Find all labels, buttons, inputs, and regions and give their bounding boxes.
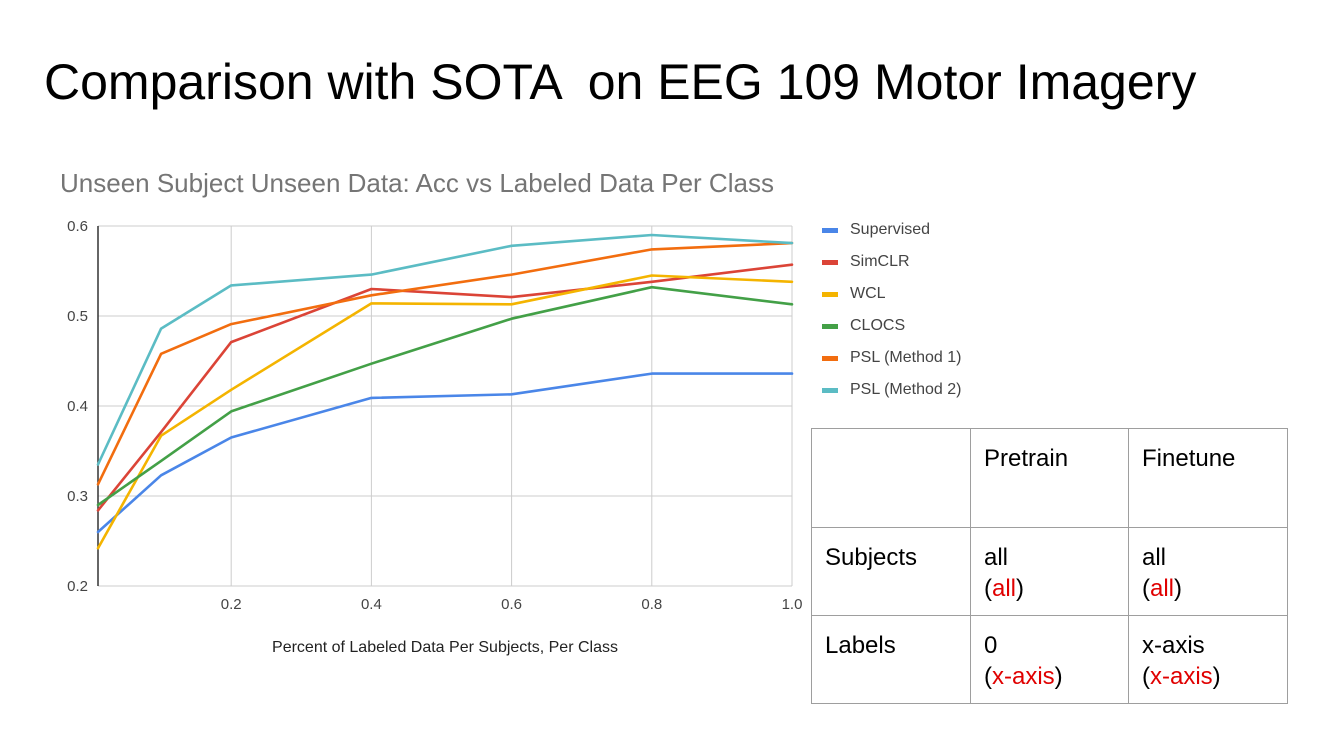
x-tick-label: 0.2 — [221, 596, 242, 613]
series-line-wcl — [96, 274, 794, 550]
legend-item-supervised[interactable]: Supervised — [822, 214, 961, 246]
legend-swatch-clocs — [822, 323, 838, 329]
settings-table: Pretrain Finetune Subjects all (all) all(… — [811, 428, 1288, 704]
legend-label-clocs: CLOCS — [850, 317, 906, 334]
table-header-row: Pretrain Finetune — [811, 428, 1288, 528]
legend-swatch-psl-method-1 — [822, 355, 838, 361]
legend-swatch-psl-method-2 — [822, 387, 838, 393]
table-cell: all (all) — [970, 527, 1129, 616]
series-line-psl-method-1 — [96, 241, 794, 486]
legend-label-wcl: WCL — [850, 285, 886, 302]
cell-note: all — [992, 575, 1017, 603]
slide-title: Comparison with SOTA on EEG 109 Motor Im… — [44, 54, 1197, 110]
series-line-clocs — [96, 285, 794, 507]
table-row-label: Labels — [811, 615, 971, 704]
y-tick-label: 0.3 — [67, 488, 88, 505]
legend-swatch-supervised — [822, 227, 838, 233]
table-row-labels: Labels 0 (x-axis) x-axis (x-axis) — [811, 615, 1288, 704]
y-tick-label: 0.6 — [67, 218, 88, 235]
legend-swatch-wcl — [822, 291, 838, 297]
series-line-simclr — [96, 263, 794, 512]
legend-label-simclr: SimCLR — [850, 253, 910, 270]
cell-note: all — [1150, 575, 1175, 603]
x-axis-label: Percent of Labeled Data Per Subjects, Pe… — [272, 639, 618, 656]
table-header-finetune: Finetune — [1128, 428, 1288, 528]
chart-title: Unseen Subject Unseen Data: Acc vs Label… — [60, 168, 774, 198]
legend-label-psl-method-2: PSL (Method 2) — [850, 381, 962, 398]
series-line-supervised — [96, 372, 794, 534]
legend-item-psl-method-2[interactable]: PSL (Method 2) — [822, 374, 961, 406]
x-tick-label: 0.8 — [641, 596, 662, 613]
x-tick-label: 1.0 — [782, 596, 803, 613]
legend-swatch-simclr — [822, 259, 838, 265]
legend-label-supervised: Supervised — [850, 221, 931, 238]
table-header-pretrain: Pretrain — [970, 428, 1129, 528]
cell-note: x-axis — [992, 663, 1055, 691]
legend-label-psl-method-1: PSL (Method 1) — [850, 349, 962, 366]
cell-note: x-axis — [1150, 663, 1213, 691]
cell-value: 0 — [984, 632, 998, 659]
cell-value: x-axis — [1142, 632, 1205, 659]
table-row-subjects: Subjects all (all) all (all) — [811, 527, 1288, 616]
table-cell: x-axis (x-axis) — [1128, 615, 1288, 704]
table-header-cell — [811, 428, 971, 528]
series-line-psl-method-2 — [96, 233, 794, 466]
legend-item-psl-method-1[interactable]: PSL (Method 1) — [822, 342, 961, 374]
legend-item-simclr[interactable]: SimCLR — [822, 246, 961, 278]
table-cell: 0 (x-axis) — [970, 615, 1129, 704]
x-tick-label: 0.6 — [501, 596, 522, 613]
legend-item-wcl[interactable]: WCL — [822, 278, 961, 310]
cell-value: all — [984, 544, 1009, 571]
chart-legend: Supervised SimCLR WCL CLOCS PSL (Method … — [822, 214, 961, 406]
cell-value: all — [1142, 544, 1167, 571]
table-cell: all (all) — [1128, 527, 1288, 616]
x-tick-label: 0.4 — [361, 596, 382, 613]
y-tick-label: 0.5 — [67, 308, 88, 325]
table-row-label: Subjects — [811, 527, 971, 616]
y-tick-label: 0.4 — [67, 398, 88, 415]
y-tick-label: 0.2 — [67, 578, 88, 595]
legend-item-clocs[interactable]: CLOCS — [822, 310, 961, 342]
line-chart: 0.2 0.3 0.4 0.5 0.6 0.2 0.4 0.6 0.8 1.0 Percent of… — [67, 218, 803, 656]
